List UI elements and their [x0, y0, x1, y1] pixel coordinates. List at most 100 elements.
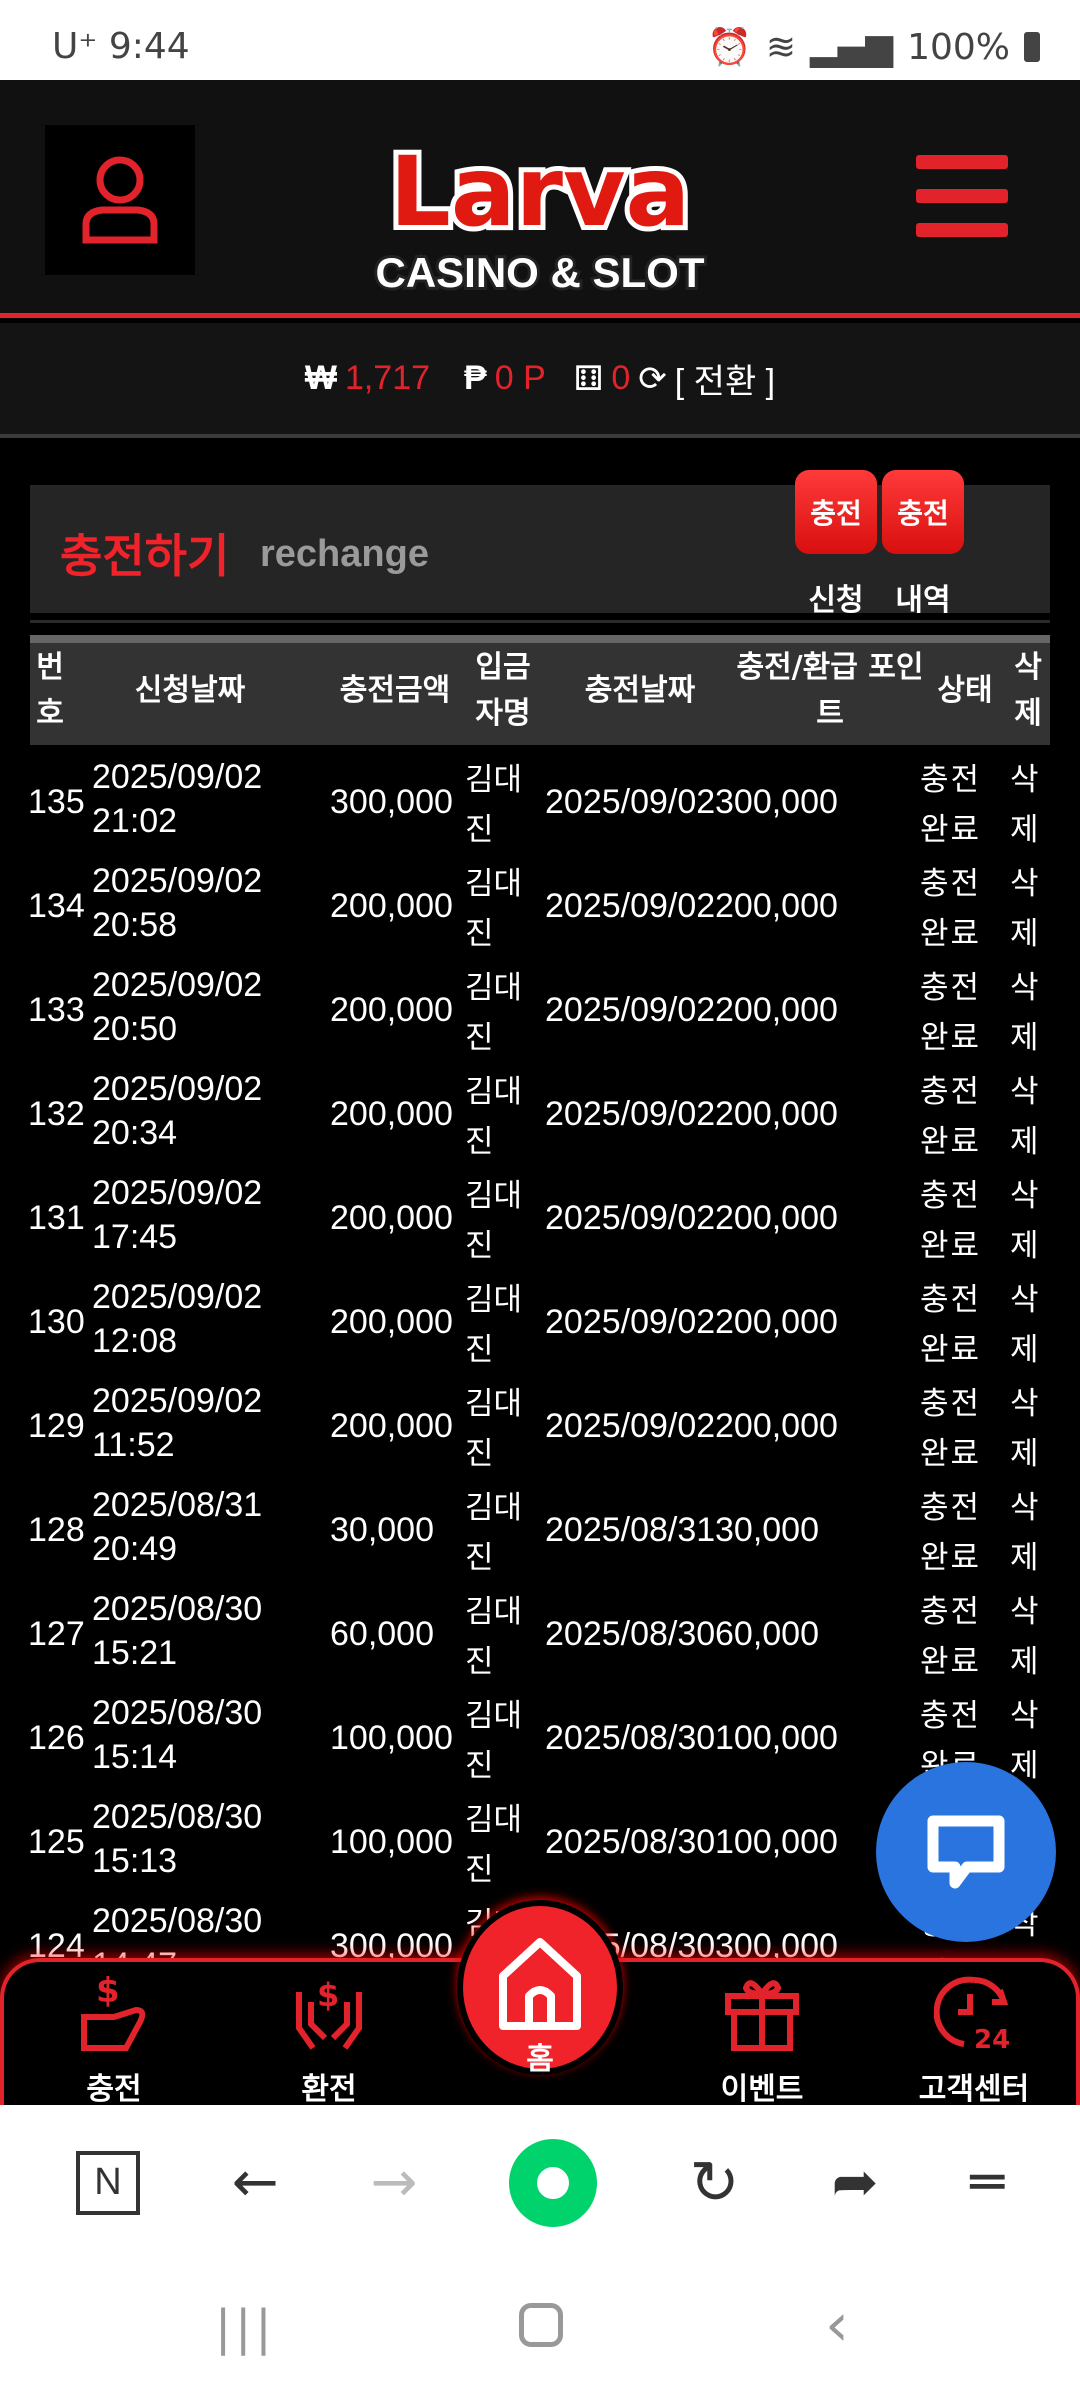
charge-date: 2025/09/02 [545, 991, 716, 1029]
nav-home[interactable]: 홈 [457, 1900, 623, 2077]
charge-date: 2025/08/30 [545, 1823, 716, 1861]
request-datetime: 2025/09/02 20:50 [92, 963, 292, 1051]
request-date: 2025/08/30 [92, 1694, 263, 1732]
request-time: 15:14 [92, 1738, 178, 1776]
col-status: 상태 [937, 673, 993, 708]
amount: 200,000 [330, 887, 453, 925]
alarm-icon: ⏰ [707, 27, 752, 68]
request-time: 20:34 [92, 1114, 178, 1152]
forward-icon[interactable]: → [370, 2150, 418, 2215]
home-icon [499, 1938, 581, 2030]
delete-button[interactable]: 삭제 [1010, 1386, 1041, 1472]
share-icon[interactable]: ➦ [831, 2150, 879, 2215]
table-row: 127 2025/08/30 15:21 60,000 김대진 2025/08/30 60,… [28, 1584, 1050, 1688]
clock: 9:44 [108, 26, 190, 67]
back-icon[interactable]: ← [231, 2150, 279, 2215]
browser-toolbar: N ← → ↻ ➦ ═ [0, 2105, 1080, 2260]
wifi-icon: ≋ [765, 26, 797, 68]
delete-button[interactable]: 삭제 [1010, 1178, 1041, 1264]
points: 300,000 [715, 783, 838, 821]
status-bar: U⁺ 9:44 ⏰ ≋ ▂▄▆ 100% [0, 0, 1080, 80]
points: 200,000 [715, 1303, 838, 1341]
row-number: 128 [28, 1511, 85, 1549]
nav-deposit[interactable]: $ 충전 [34, 1971, 194, 2108]
request-datetime: 2025/08/31 20:49 [92, 1483, 292, 1571]
col-number: 번호 [36, 650, 64, 731]
nav-event[interactable]: 이벤트 [682, 1972, 842, 2108]
delete-button[interactable]: 삭제 [1010, 1074, 1041, 1160]
delete-button[interactable]: 삭제 [1010, 762, 1041, 848]
home-button-icon[interactable] [519, 2303, 563, 2347]
system-nav: ||| ‹ [0, 2260, 1080, 2400]
charge-date: 2025/09/02 [545, 783, 716, 821]
nav-label: 홈 [526, 2042, 554, 2077]
col-depositor: 입금자명 [475, 650, 531, 731]
delete-button[interactable]: 삭제 [1010, 866, 1041, 952]
row-number: 130 [28, 1303, 85, 1341]
status: 충전완료 [920, 762, 982, 848]
user-button[interactable] [45, 125, 195, 275]
request-time: 20:49 [92, 1530, 178, 1568]
table-header: 번호 신청날짜 충전금액 입금자명 충전날짜 충전/환급 포인트 상태 삭제 [30, 635, 1050, 745]
svg-text:$: $ [96, 1972, 120, 2011]
svg-text:24: 24 [974, 2025, 1010, 2052]
back-button-icon[interactable]: ‹ [825, 2290, 849, 2360]
table-row: 130 2025/09/02 12:08 200,000 김대진 2025/09/02 20… [28, 1272, 1050, 1376]
request-datetime: 2025/09/02 20:34 [92, 1067, 292, 1155]
deposit-hand-icon: $ [81, 1971, 146, 2051]
amount: 200,000 [330, 1199, 453, 1237]
request-date: 2025/09/02 [92, 966, 263, 1004]
svg-text:CASINO & SLOT: CASINO & SLOT [375, 249, 704, 296]
delete-button[interactable]: 삭제 [1010, 1698, 1041, 1784]
larva-logo[interactable]: Larva CASINO & SLOT [370, 95, 710, 305]
amount: 200,000 [330, 1407, 453, 1445]
point-icon: ₱ [464, 359, 487, 397]
green-dot-icon[interactable] [509, 2138, 598, 2227]
amount: 100,000 [330, 1719, 453, 1757]
charge-request-button[interactable]: 충전 [795, 470, 877, 554]
depositor-name: 김대진 [465, 1594, 523, 1680]
charge-history-button[interactable]: 충전 [882, 470, 964, 554]
recharge-panel: 충전하기 rechange 충전 신청 충전 내역 [30, 470, 1050, 618]
amount: 200,000 [330, 991, 453, 1029]
status: 충전완료 [920, 1594, 982, 1680]
request-date: 2025/09/02 [92, 1382, 263, 1420]
request-datetime: 2025/09/02 20:58 [92, 859, 292, 947]
points: 200,000 [715, 1199, 838, 1237]
reload-icon[interactable]: ↻ [689, 2147, 740, 2218]
divider [30, 620, 1050, 623]
chat-button[interactable] [876, 1762, 1056, 1942]
charge-date: 2025/09/02 [545, 1095, 716, 1133]
col-points: 충전/환급 포인트 [736, 650, 924, 731]
depositor-name: 김대진 [465, 1698, 523, 1784]
menu-icon[interactable]: ═ [970, 2150, 1005, 2215]
depositor-name: 김대진 [465, 762, 523, 848]
delete-button[interactable]: 삭제 [1010, 970, 1041, 1056]
won-icon: ₩ [304, 359, 337, 397]
request-datetime: 2025/08/30 15:13 [92, 1795, 292, 1883]
charge-date: 2025/08/30 [545, 1615, 716, 1653]
delete-button[interactable]: 삭제 [1010, 1282, 1041, 1368]
nav-support[interactable]: 24 고객센터 [894, 1972, 1054, 2108]
delete-button[interactable]: 삭제 [1010, 1490, 1041, 1576]
amount: 300,000 [330, 783, 453, 821]
request-datetime: 2025/08/30 15:14 [92, 1691, 292, 1779]
charge-request-label[interactable]: 신청 [808, 583, 864, 618]
col-amount: 충전금액 [339, 673, 451, 708]
convert-button[interactable]: [ 전환 ] [674, 363, 776, 401]
charge-history-label[interactable]: 내역 [895, 583, 951, 618]
naver-icon[interactable]: N [75, 2150, 140, 2215]
refresh-icon[interactable]: ⟳ [638, 359, 667, 398]
signal-icon: ▂▄▆ [810, 26, 894, 68]
table-row: 131 2025/09/02 17:45 200,000 김대진 2025/09/02 20… [28, 1168, 1050, 1272]
depositor-name: 김대진 [465, 970, 523, 1056]
delete-button[interactable]: 삭제 [1010, 1594, 1041, 1680]
money-balance: 1,717 [344, 359, 431, 397]
nav-withdraw[interactable]: $ 환전 [249, 1972, 409, 2108]
recent-apps-icon[interactable]: ||| [215, 2300, 276, 2356]
status: 충전완료 [920, 866, 982, 952]
charge-date: 2025/09/02 [545, 1407, 716, 1445]
request-date: 2025/08/31 [92, 1486, 263, 1524]
hamburger-menu-button[interactable] [916, 155, 1008, 237]
request-date: 2025/08/30 [92, 1798, 263, 1836]
